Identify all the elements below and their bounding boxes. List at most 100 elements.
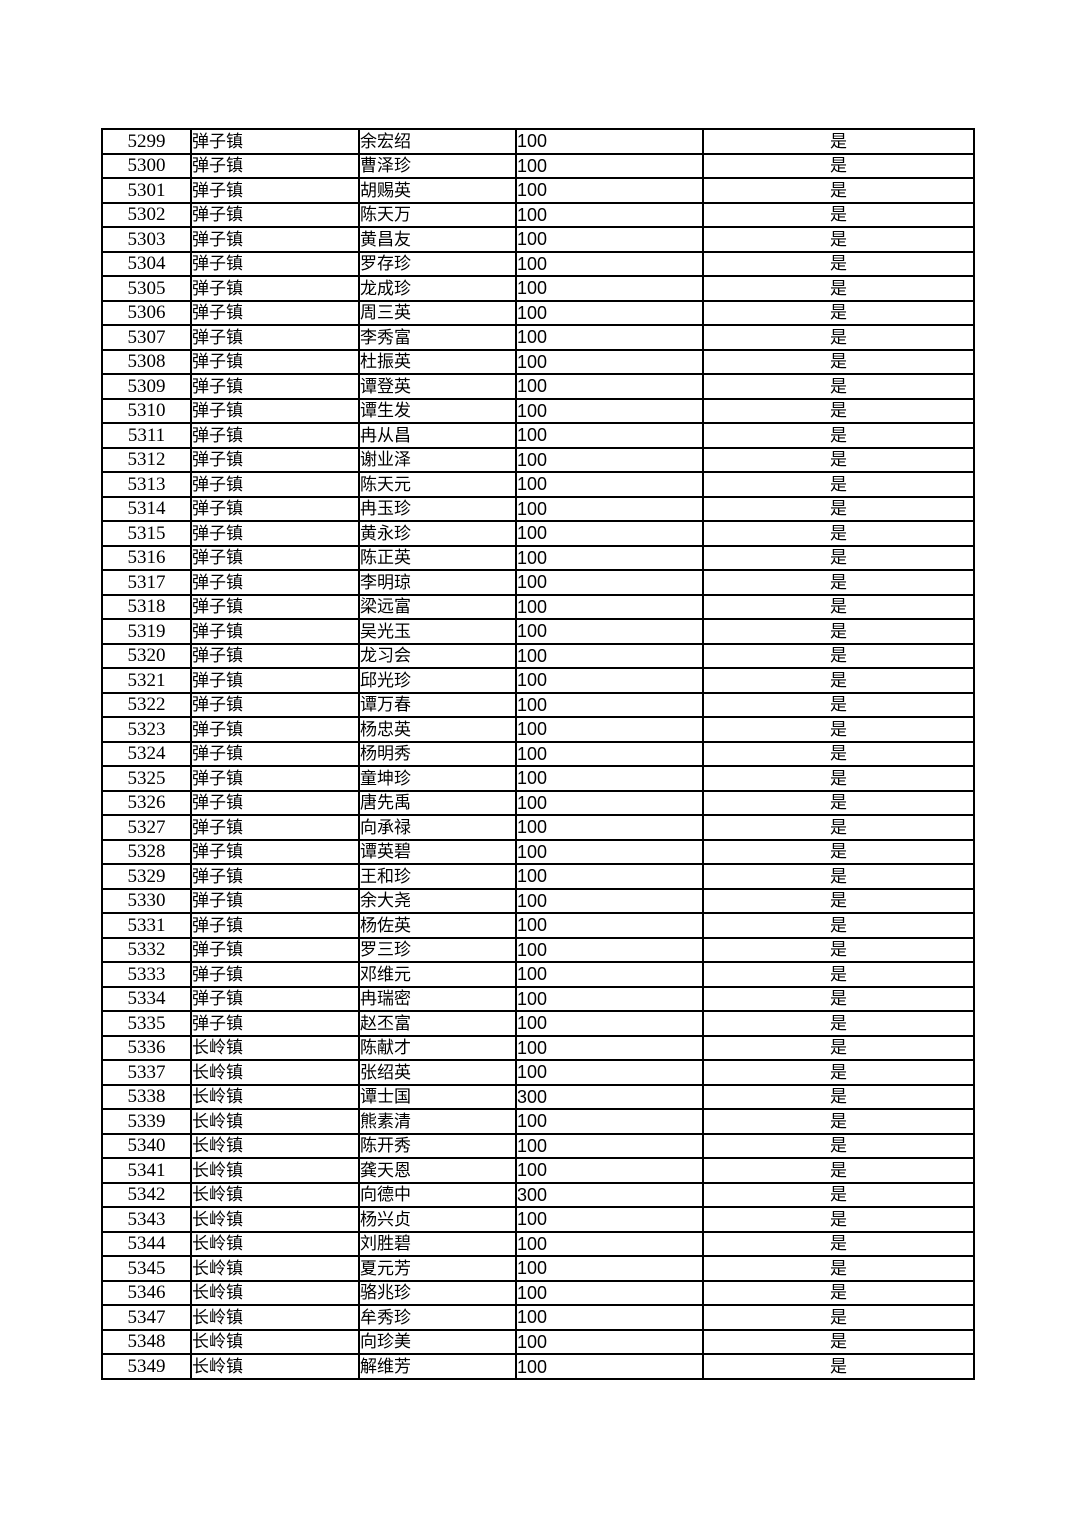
cell-person-name: 谭士国 [358,1083,517,1110]
cell-row-number: 5329 [101,863,192,890]
cell-row-number: 5327 [101,814,192,841]
cell-person-name: 梁远富 [358,593,517,620]
cell-person-name: 罗存珍 [358,250,517,277]
cell-row-number: 5300 [101,152,192,179]
cell-amount: 100 [515,814,704,841]
cell-confirmed: 是 [702,985,975,1012]
cell-row-number: 5322 [101,691,192,718]
cell-row-number: 5331 [101,912,192,939]
cell-confirmed: 是 [702,397,975,424]
cell-row-number: 5319 [101,618,192,645]
cell-town: 长岭镇 [190,1181,360,1208]
cell-town: 弹子镇 [190,789,360,816]
table-row: 5349 长岭镇 解维芳 100 是 [101,1353,975,1380]
cell-town: 弹子镇 [190,520,360,547]
cell-person-name: 王和珍 [358,863,517,890]
cell-person-name: 童坤珍 [358,765,517,792]
table-row: 5314 弹子镇 冉玉珍 100 是 [101,495,975,522]
cell-town: 长岭镇 [190,1157,360,1184]
table-row: 5304 弹子镇 罗存珍 100 是 [101,250,975,277]
table-row: 5299 弹子镇 余宏绍 100 是 [101,128,975,155]
cell-confirmed: 是 [702,569,975,596]
cell-confirmed: 是 [702,520,975,547]
cell-confirmed: 是 [702,814,975,841]
cell-amount: 100 [515,667,704,694]
cell-town: 弹子镇 [190,446,360,473]
cell-confirmed: 是 [702,1255,975,1282]
cell-person-name: 李明琼 [358,569,517,596]
cell-confirmed: 是 [702,1230,975,1257]
cell-row-number: 5336 [101,1034,192,1061]
cell-row-number: 5348 [101,1328,192,1355]
cell-amount: 100 [515,1230,704,1257]
table-row: 5325 弹子镇 童坤珍 100 是 [101,765,975,792]
cell-row-number: 5315 [101,520,192,547]
cell-confirmed: 是 [702,471,975,498]
cell-town: 弹子镇 [190,887,360,914]
cell-confirmed: 是 [702,1279,975,1306]
table-row: 5330 弹子镇 余大尧 100 是 [101,887,975,914]
table-row: 5345 长岭镇 夏元芳 100 是 [101,1255,975,1282]
cell-confirmed: 是 [702,1059,975,1086]
cell-town: 弹子镇 [190,544,360,571]
table-row: 5306 弹子镇 周三英 100 是 [101,299,975,326]
cell-confirmed: 是 [702,1157,975,1184]
cell-row-number: 5301 [101,177,192,204]
cell-person-name: 刘胜碧 [358,1230,517,1257]
table-row: 5342 长岭镇 向德中 300 是 [101,1181,975,1208]
cell-town: 弹子镇 [190,838,360,865]
cell-person-name: 杨佐英 [358,912,517,939]
cell-town: 弹子镇 [190,152,360,179]
cell-row-number: 5317 [101,569,192,596]
cell-row-number: 5341 [101,1157,192,1184]
table-row: 5308 弹子镇 杜振英 100 是 [101,348,975,375]
cell-town: 弹子镇 [190,985,360,1012]
cell-town: 弹子镇 [190,936,360,963]
cell-amount: 100 [515,618,704,645]
cell-row-number: 5314 [101,495,192,522]
cell-amount: 300 [515,1083,704,1110]
cell-person-name: 杨忠英 [358,716,517,743]
cell-row-number: 5349 [101,1353,192,1380]
cell-town: 弹子镇 [190,324,360,351]
cell-row-number: 5306 [101,299,192,326]
cell-row-number: 5344 [101,1230,192,1257]
cell-confirmed: 是 [702,961,975,988]
cell-row-number: 5303 [101,226,192,253]
cell-amount: 100 [515,642,704,669]
cell-amount: 100 [515,471,704,498]
cell-person-name: 向珍美 [358,1328,517,1355]
cell-confirmed: 是 [702,863,975,890]
cell-person-name: 曹泽珍 [358,152,517,179]
cell-amount: 100 [515,544,704,571]
cell-confirmed: 是 [702,324,975,351]
cell-town: 弹子镇 [190,667,360,694]
cell-row-number: 5311 [101,422,192,449]
cell-person-name: 赵丕富 [358,1010,517,1037]
cell-amount: 100 [515,128,704,155]
cell-amount: 100 [515,446,704,473]
cell-confirmed: 是 [702,789,975,816]
cell-confirmed: 是 [702,667,975,694]
data-table-body: 5299 弹子镇 余宏绍 100 是 5300 弹子镇 曹泽珍 100 是 5301 弹子镇 胡赐英 10… [101,128,975,1380]
cell-confirmed: 是 [702,348,975,375]
cell-confirmed: 是 [702,1181,975,1208]
cell-row-number: 5333 [101,961,192,988]
cell-town: 长岭镇 [190,1206,360,1233]
data-table: 5299 弹子镇 余宏绍 100 是 5300 弹子镇 曹泽珍 100 是 5301 弹子镇 胡赐英 10… [101,128,975,1380]
cell-row-number: 5312 [101,446,192,473]
cell-person-name: 熊素清 [358,1108,517,1135]
cell-row-number: 5318 [101,593,192,620]
cell-amount: 100 [515,1304,704,1331]
cell-confirmed: 是 [702,1034,975,1061]
cell-row-number: 5299 [101,128,192,155]
cell-amount: 100 [515,250,704,277]
cell-town: 弹子镇 [190,691,360,718]
cell-person-name: 黄永珍 [358,520,517,547]
cell-confirmed: 是 [702,642,975,669]
table-row: 5334 弹子镇 冉瑞密 100 是 [101,985,975,1012]
table-row: 5331 弹子镇 杨佐英 100 是 [101,912,975,939]
cell-person-name: 吴光玉 [358,618,517,645]
cell-amount: 100 [515,348,704,375]
cell-confirmed: 是 [702,128,975,155]
